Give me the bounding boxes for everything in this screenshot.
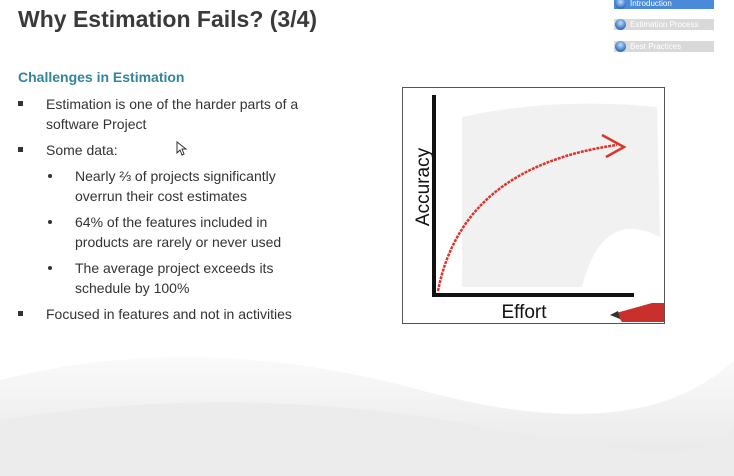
pencil — [616, 303, 664, 322]
nav-label: Best Practices — [630, 42, 682, 51]
sub-bullet: Nearly ⅔ of projects significantly overr… — [46, 166, 310, 206]
nav-item[interactable]: Estimation Process — [614, 19, 714, 30]
curve — [436, 143, 618, 292]
bullet: Some data: Nearly ⅔ of projects signific… — [0, 140, 336, 298]
bullet-list: Estimation is one of the harder parts of… — [0, 94, 336, 330]
bullet-text: Focused in features and not in activitie… — [46, 306, 292, 322]
y-axis-label: Accuracy — [413, 147, 434, 226]
bullet: Estimation is one of the harder parts of… — [0, 94, 336, 134]
figure: Accuracy Effort — [402, 87, 665, 324]
nav-item[interactable]: Introduction — [614, 0, 714, 9]
nav-label: Estimation Process — [630, 20, 699, 29]
sub-bullet: The average project exceeds its schedule… — [46, 258, 310, 298]
arrow-head — [601, 133, 627, 159]
bullet-text: Estimation is one of the harder parts of… — [46, 96, 299, 132]
x-axis-label: Effort — [501, 302, 547, 323]
section-heading: Challenges in Estimation — [18, 69, 185, 85]
bullet-text: Some data: — [46, 142, 118, 158]
slide-title: Why Estimation Fails? (3/4) — [18, 6, 318, 32]
nav-item[interactable]: Best Practices — [614, 41, 714, 52]
sub-bullet: 64% of the features included in products… — [46, 212, 310, 252]
pencil-tip — [610, 311, 620, 319]
sub-list: Nearly ⅔ of projects significantly overr… — [46, 166, 336, 298]
cursor — [176, 141, 188, 156]
figure-shade — [462, 103, 660, 288]
nav-label: Introduction — [630, 0, 672, 8]
bullet: Focused in features and not in activitie… — [0, 304, 336, 324]
